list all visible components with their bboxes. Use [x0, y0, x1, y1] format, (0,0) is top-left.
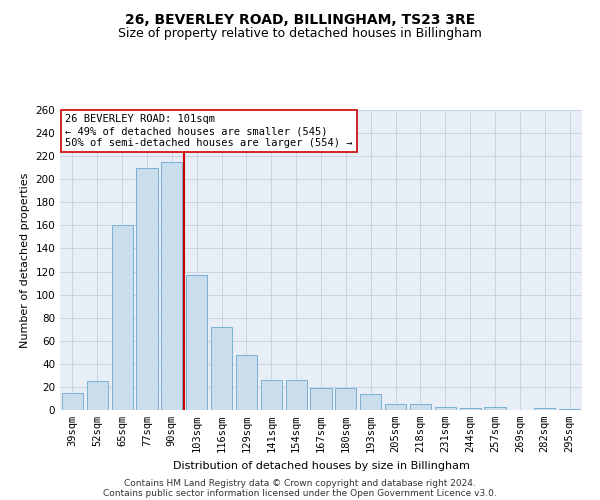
Bar	[435, 406, 456, 410]
X-axis label: Distribution of detached houses by size in Billingham: Distribution of detached houses by size …	[173, 460, 469, 470]
Text: Contains public sector information licensed under the Open Government Licence v3: Contains public sector information licen…	[103, 488, 497, 498]
Text: 26, BEVERLEY ROAD, BILLINGHAM, TS23 3RE: 26, BEVERLEY ROAD, BILLINGHAM, TS23 3RE	[125, 12, 475, 26]
Text: Contains HM Land Registry data © Crown copyright and database right 2024.: Contains HM Land Registry data © Crown c…	[124, 478, 476, 488]
Bar	[62, 392, 83, 410]
Bar	[136, 168, 158, 410]
Bar	[310, 388, 332, 410]
Bar	[286, 380, 307, 410]
Bar	[261, 380, 282, 410]
Bar	[360, 394, 381, 410]
Bar	[112, 226, 133, 410]
Bar	[534, 408, 555, 410]
Bar	[211, 327, 232, 410]
Bar	[385, 404, 406, 410]
Y-axis label: Number of detached properties: Number of detached properties	[20, 172, 30, 348]
Text: 26 BEVERLEY ROAD: 101sqm
← 49% of detached houses are smaller (545)
50% of semi-: 26 BEVERLEY ROAD: 101sqm ← 49% of detach…	[65, 114, 353, 148]
Text: Size of property relative to detached houses in Billingham: Size of property relative to detached ho…	[118, 28, 482, 40]
Bar	[410, 404, 431, 410]
Bar	[161, 162, 182, 410]
Bar	[484, 406, 506, 410]
Bar	[460, 408, 481, 410]
Bar	[559, 409, 580, 410]
Bar	[236, 354, 257, 410]
Bar	[335, 388, 356, 410]
Bar	[87, 381, 108, 410]
Bar	[186, 275, 207, 410]
